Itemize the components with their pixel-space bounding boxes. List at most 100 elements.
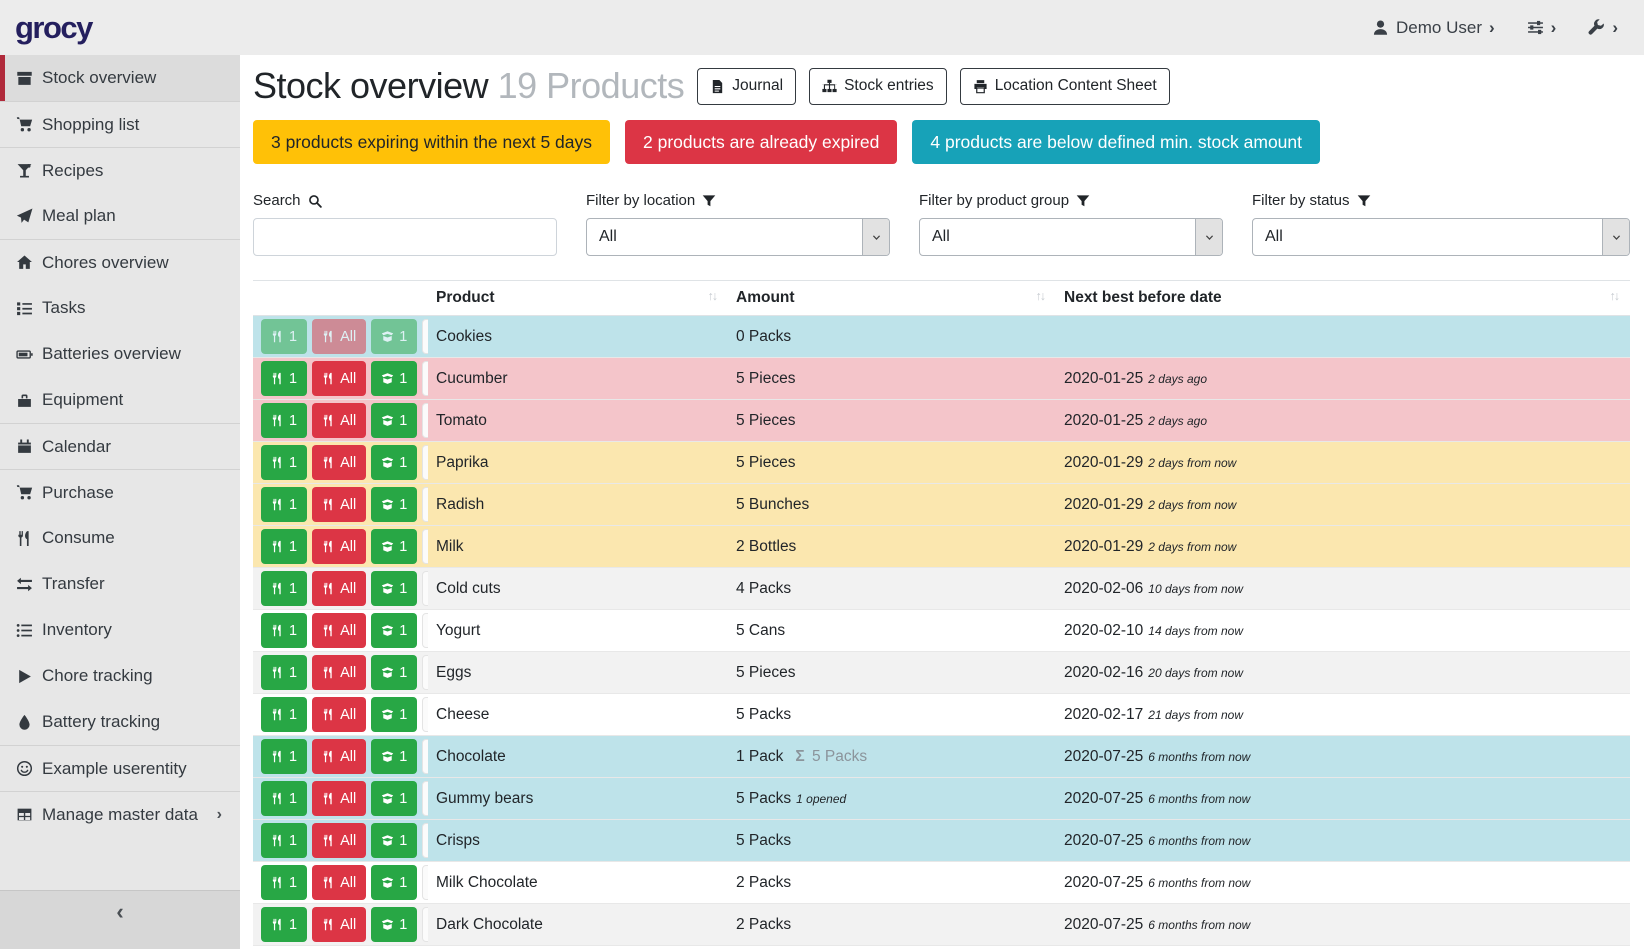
row-menu-button[interactable] bbox=[422, 697, 428, 732]
sidebar-item-meal-plan[interactable]: Meal plan bbox=[0, 193, 240, 239]
consume-one-button[interactable]: 1 bbox=[261, 487, 308, 522]
consume-all-button[interactable]: All bbox=[312, 403, 367, 438]
open-one-button[interactable]: 1 bbox=[371, 907, 418, 942]
consume-one-button[interactable]: 1 bbox=[261, 445, 308, 480]
expiring-alert[interactable]: 3 products expiring within the next 5 da… bbox=[253, 120, 611, 164]
sidebar-item-recipes[interactable]: Recipes bbox=[0, 147, 240, 193]
sidebar-item-battery-tracking[interactable]: Battery tracking bbox=[0, 699, 240, 745]
column-header-next-best-before-date[interactable]: Next best before date ↑↓ bbox=[1056, 280, 1630, 316]
open-one-button[interactable]: 1 bbox=[371, 823, 418, 858]
consume-all-button[interactable]: All bbox=[312, 487, 367, 522]
product-group-select[interactable]: All bbox=[919, 218, 1223, 256]
open-one-button[interactable]: 1 bbox=[371, 739, 418, 774]
product-name: Radish bbox=[428, 483, 728, 526]
consume-one-button[interactable]: 1 bbox=[261, 865, 308, 900]
sidebar-item-purchase[interactable]: Purchase bbox=[0, 469, 240, 515]
consume-all-button[interactable]: All bbox=[312, 319, 367, 354]
consume-one-button[interactable]: 1 bbox=[261, 781, 308, 816]
amount-value: 1 Pack bbox=[736, 747, 784, 765]
grocy-logo[interactable]: grocy bbox=[15, 9, 93, 45]
open-one-button[interactable]: 1 bbox=[371, 697, 418, 732]
row-menu-button[interactable] bbox=[422, 739, 428, 774]
consume-all-button[interactable]: All bbox=[312, 613, 367, 648]
consume-all-button[interactable]: All bbox=[312, 529, 367, 564]
sidebar-item-batteries-overview[interactable]: Batteries overview bbox=[0, 331, 240, 377]
sidebar-item-tasks[interactable]: Tasks bbox=[0, 285, 240, 331]
open-one-button[interactable]: 1 bbox=[371, 613, 418, 648]
open-one-button[interactable]: 1 bbox=[371, 655, 418, 690]
row-menu-button[interactable] bbox=[422, 571, 428, 606]
sidebar-item-equipment[interactable]: Equipment bbox=[0, 377, 240, 423]
sidebar-item-chore-tracking[interactable]: Chore tracking bbox=[0, 653, 240, 699]
consume-all-button[interactable]: All bbox=[312, 823, 367, 858]
consume-all-button[interactable]: All bbox=[312, 655, 367, 690]
user-menu[interactable]: Demo User › bbox=[1372, 18, 1495, 38]
admin-menu[interactable]: › bbox=[1588, 18, 1618, 38]
sidebar-item-consume[interactable]: Consume bbox=[0, 515, 240, 561]
stock-entries-button[interactable]: Stock entries bbox=[809, 67, 947, 105]
location-filter-label-text: Filter by location bbox=[586, 192, 696, 209]
row-menu-button[interactable] bbox=[422, 865, 428, 900]
settings-menu[interactable]: › bbox=[1527, 18, 1556, 38]
open-one-button[interactable]: 1 bbox=[371, 865, 418, 900]
row-menu-button[interactable] bbox=[422, 613, 428, 648]
consume-one-button[interactable]: 1 bbox=[261, 571, 308, 606]
consume-one-button[interactable]: 1 bbox=[261, 403, 308, 438]
row-menu-button[interactable] bbox=[422, 403, 428, 438]
table-row: 1 All 1 Paprika 5 Pieces 2020-01-29 2 day… bbox=[253, 441, 1630, 484]
consume-one-button[interactable]: 1 bbox=[261, 613, 308, 648]
row-menu-button[interactable] bbox=[422, 907, 428, 942]
consume-one-button[interactable]: 1 bbox=[261, 697, 308, 732]
row-menu-button[interactable] bbox=[422, 781, 428, 816]
table-row: 1 All 1 Tomato 5 Pieces 2020-01-25 2 days… bbox=[253, 399, 1630, 442]
open-one-button[interactable]: 1 bbox=[371, 361, 418, 396]
open-one-button[interactable]: 1 bbox=[371, 781, 418, 816]
row-menu-button[interactable] bbox=[422, 823, 428, 858]
consume-one-button[interactable]: 1 bbox=[261, 361, 308, 396]
below-min-stock-alert[interactable]: 4 products are below defined min. stock … bbox=[912, 120, 1320, 164]
consume-all-button[interactable]: All bbox=[312, 445, 367, 480]
sidebar-item-example-userentity[interactable]: Example userentity bbox=[0, 745, 240, 791]
sidebar-item-manage-master-data[interactable]: Manage master data › bbox=[0, 791, 240, 837]
row-menu-button[interactable] bbox=[422, 529, 428, 564]
row-menu-button[interactable] bbox=[422, 655, 428, 690]
open-one-button[interactable]: 1 bbox=[371, 403, 418, 438]
open-one-button[interactable]: 1 bbox=[371, 529, 418, 564]
row-menu-button[interactable] bbox=[422, 361, 428, 396]
location-select[interactable]: All bbox=[586, 218, 890, 256]
location-content-sheet-button[interactable]: Location Content Sheet bbox=[959, 67, 1170, 105]
column-header-product[interactable]: Product ↑↓ bbox=[428, 280, 728, 316]
expired-alert[interactable]: 2 products are already expired bbox=[625, 120, 898, 164]
consume-one-button[interactable]: 1 bbox=[261, 739, 308, 774]
open-one-button[interactable]: 1 bbox=[371, 487, 418, 522]
column-header-amount[interactable]: Amount ↑↓ bbox=[728, 280, 1056, 316]
sidebar-item-calendar[interactable]: Calendar bbox=[0, 423, 240, 469]
consume-one-button[interactable]: 1 bbox=[261, 319, 308, 354]
sidebar-item-stock-overview[interactable]: Stock overview bbox=[0, 55, 240, 101]
consume-one-button[interactable]: 1 bbox=[261, 529, 308, 564]
row-menu-button[interactable] bbox=[422, 445, 428, 480]
row-menu-button[interactable] bbox=[422, 487, 428, 522]
sidebar-item-chores-overview[interactable]: Chores overview bbox=[0, 239, 240, 285]
sidebar-item-transfer[interactable]: Transfer bbox=[0, 561, 240, 607]
consume-all-button[interactable]: All bbox=[312, 739, 367, 774]
consume-all-button[interactable]: All bbox=[312, 361, 367, 396]
sidebar-item-shopping-list[interactable]: Shopping list bbox=[0, 101, 240, 147]
open-one-button[interactable]: 1 bbox=[371, 445, 418, 480]
consume-one-button[interactable]: 1 bbox=[261, 655, 308, 690]
row-menu-button[interactable] bbox=[422, 319, 428, 354]
open-one-button[interactable]: 1 bbox=[371, 571, 418, 606]
open-one-button[interactable]: 1 bbox=[371, 319, 418, 354]
consume-all-button[interactable]: All bbox=[312, 571, 367, 606]
consume-all-button[interactable]: All bbox=[312, 697, 367, 732]
consume-all-button[interactable]: All bbox=[312, 907, 367, 942]
consume-all-button[interactable]: All bbox=[312, 781, 367, 816]
sidebar-item-inventory[interactable]: Inventory bbox=[0, 607, 240, 653]
collapse-sidebar-button[interactable]: ‹ bbox=[116, 899, 124, 924]
consume-one-button[interactable]: 1 bbox=[261, 907, 308, 942]
consume-all-button[interactable]: All bbox=[312, 865, 367, 900]
journal-button[interactable]: Journal bbox=[697, 67, 797, 105]
consume-one-button[interactable]: 1 bbox=[261, 823, 308, 858]
status-select[interactable]: All bbox=[1252, 218, 1630, 256]
search-input[interactable] bbox=[253, 218, 557, 256]
